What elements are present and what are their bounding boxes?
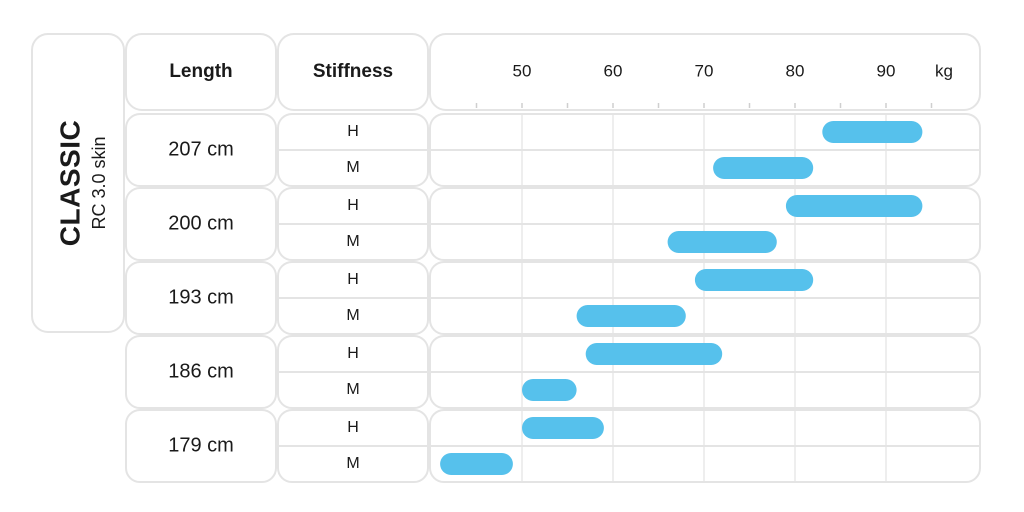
size-row: 193 cm H M bbox=[125, 261, 981, 335]
stiffness-header-cell bbox=[277, 33, 429, 111]
x-tick-label: 60 bbox=[604, 61, 623, 80]
model-panel bbox=[31, 33, 125, 333]
x-tick-label: 90 bbox=[877, 61, 896, 80]
weight-range-bar bbox=[822, 121, 923, 143]
x-tick-label: 70 bbox=[695, 61, 714, 80]
stiffness-label: H bbox=[347, 345, 359, 362]
length-label: 207 cm bbox=[168, 138, 234, 160]
stiffness-label: M bbox=[346, 233, 359, 250]
stiffness-label: M bbox=[346, 159, 359, 176]
model-name: CLASSIC bbox=[54, 120, 85, 246]
length-label: 179 cm bbox=[168, 434, 234, 456]
weight-range-bar bbox=[440, 453, 513, 475]
stiffness-label: H bbox=[347, 197, 359, 214]
axis-header-cell bbox=[429, 33, 981, 111]
length-label: 200 cm bbox=[168, 212, 234, 234]
length-header: Length bbox=[169, 61, 232, 82]
size-row: 186 cm H M bbox=[125, 335, 981, 409]
size-row: 207 cm H M bbox=[125, 113, 981, 187]
weight-range-bar bbox=[522, 417, 604, 439]
size-rows: 207 cm H M 200 cm H M 193 cm H M 186 cm H M 179 cm H M bbox=[125, 113, 981, 483]
length-cell bbox=[125, 187, 277, 261]
length-label: 186 cm bbox=[168, 360, 234, 382]
size-row: 179 cm H M bbox=[125, 409, 981, 483]
x-tick-label: 50 bbox=[513, 61, 532, 80]
weight-range-bar bbox=[785, 195, 923, 217]
stiffness-label: M bbox=[346, 307, 359, 324]
model-subtitle: RC 3.0 skin bbox=[89, 136, 109, 229]
weight-range-bar bbox=[667, 231, 777, 253]
size-row: 200 cm H M bbox=[125, 187, 981, 261]
stiffness-label: H bbox=[347, 123, 359, 140]
length-cell bbox=[125, 335, 277, 409]
weight-range-bar bbox=[576, 305, 686, 327]
unit-label: kg bbox=[935, 61, 953, 80]
stiffness-label: H bbox=[347, 271, 359, 288]
weight-range-bar bbox=[585, 343, 723, 365]
x-axis: 50 60 70 80 90 bbox=[475, 61, 933, 108]
length-header-cell bbox=[125, 33, 277, 111]
length-cell bbox=[125, 113, 277, 187]
weight-range-bar bbox=[522, 379, 577, 401]
weight-range-bar bbox=[713, 157, 814, 179]
x-tick-label: 80 bbox=[786, 61, 805, 80]
length-cell bbox=[125, 261, 277, 335]
length-label: 193 cm bbox=[168, 286, 234, 308]
weight-range-bar bbox=[694, 269, 814, 291]
stiffness-header: Stiffness bbox=[313, 61, 393, 82]
stiffness-label: H bbox=[347, 419, 359, 436]
stiffness-label: M bbox=[346, 455, 359, 472]
stiffness-label: M bbox=[346, 381, 359, 398]
length-cell bbox=[125, 409, 277, 483]
